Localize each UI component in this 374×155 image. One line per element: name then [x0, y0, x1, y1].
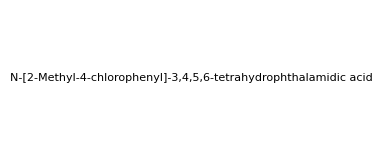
- Text: N-[2-Methyl-4-chlorophenyl]-3,4,5,6-tetrahydrophthalamidic acid: N-[2-Methyl-4-chlorophenyl]-3,4,5,6-tetr…: [10, 73, 373, 83]
